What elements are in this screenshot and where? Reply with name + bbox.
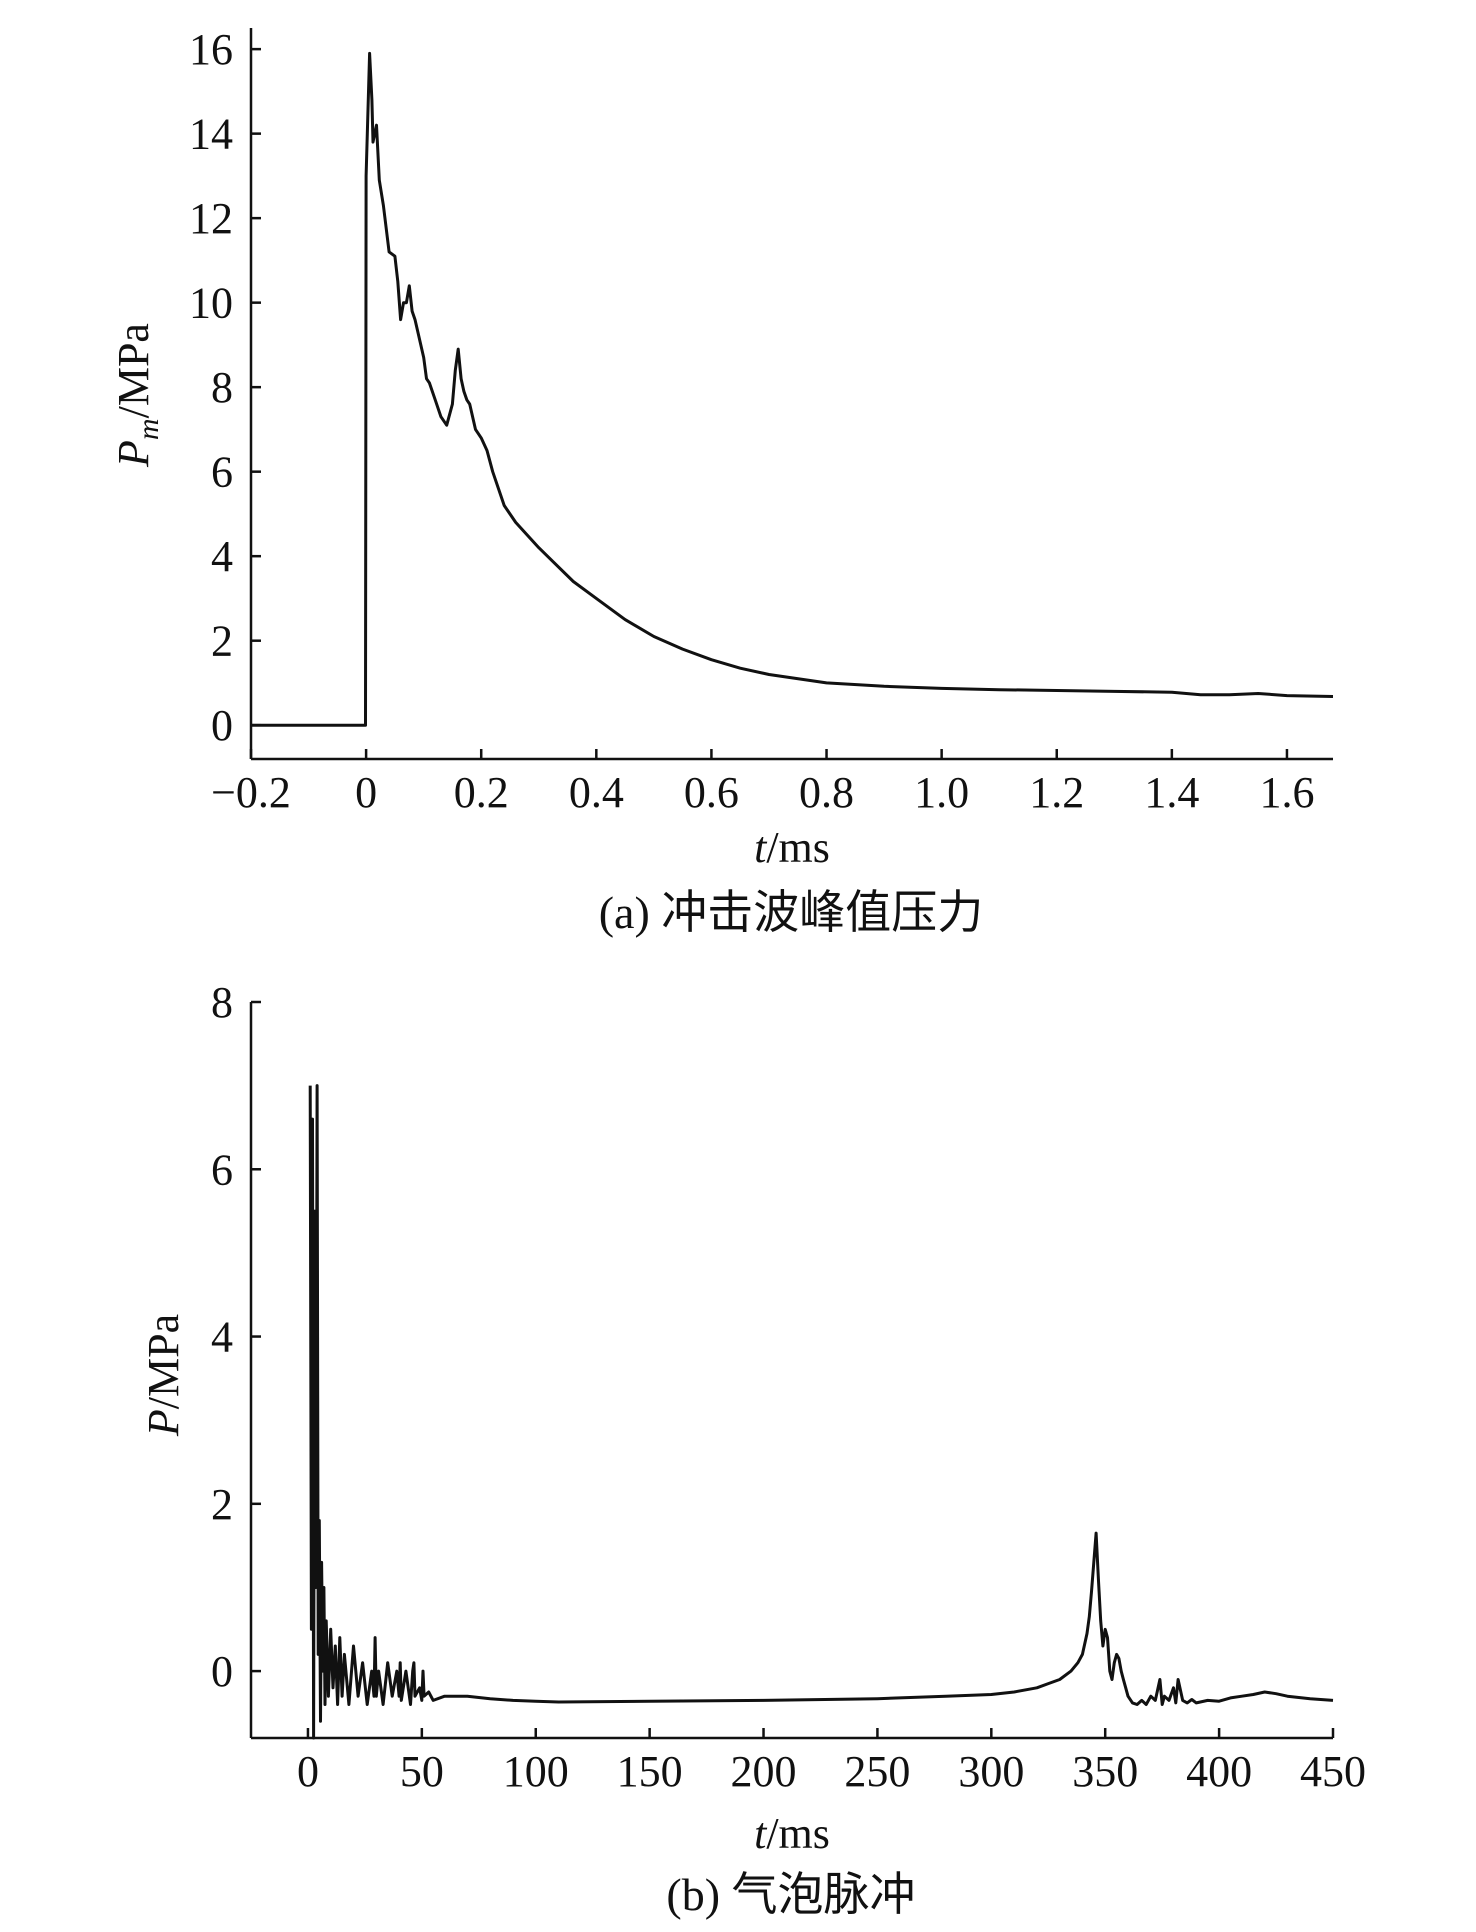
x-tick-label: 0.4: [569, 768, 624, 817]
x-tick-label: 400: [1186, 1747, 1252, 1796]
x-tick-label: 300: [958, 1747, 1024, 1796]
panel-b-ylabel: P/MPa: [139, 1314, 188, 1437]
y-tick-label: 4: [211, 1313, 233, 1362]
panel-a-y-ticks: 0 2 4 6 8 10 12 14 16: [189, 25, 261, 750]
x-tick-label: 100: [503, 1747, 569, 1796]
panel-a-xlabel-symbol: t: [754, 823, 768, 872]
panel-b-ylabel-unit: /MPa: [139, 1314, 188, 1409]
x-tick-label: 1.4: [1144, 768, 1199, 817]
y-tick-label: 0: [211, 1647, 233, 1696]
y-tick-label: 0: [211, 701, 233, 750]
y-tick-label: 8: [211, 363, 233, 412]
panel-a: −0.2 0 0.2 0.4 0.6 0.8 1.0 1.2 1.4 1.6 0 2 4 6 8 10 12 1…: [109, 25, 1334, 938]
panel-a-ylabel-symbol: P: [109, 440, 158, 468]
x-tick-label: 1.0: [914, 768, 969, 817]
y-tick-label: 8: [211, 978, 233, 1027]
panel-b-xlabel-symbol: t: [754, 1809, 768, 1858]
panel-b-ylabel-symbol: P: [139, 1409, 188, 1437]
x-tick-label: 350: [1072, 1747, 1138, 1796]
x-tick-label: −0.2: [211, 768, 291, 817]
panel-b-pressure-trace: [308, 1084, 1334, 1740]
y-tick-label: 10: [189, 279, 233, 328]
y-tick-label: 12: [189, 194, 233, 243]
y-tick-label: 2: [211, 1480, 233, 1529]
panel-b-y-ticks: 0 2 4 6 8: [211, 978, 261, 1696]
x-tick-label: 0.2: [454, 768, 509, 817]
y-tick-label: 16: [189, 25, 233, 74]
panel-a-x-ticks: −0.2 0 0.2 0.4 0.6 0.8 1.0 1.2 1.4 1.6: [211, 749, 1314, 817]
panel-b-xlabel-unit: /ms: [766, 1809, 830, 1858]
x-tick-label: 200: [731, 1747, 797, 1796]
x-tick-label: 1.6: [1259, 768, 1314, 817]
x-tick-label: 450: [1300, 1747, 1366, 1796]
x-tick-label: 0.8: [799, 768, 854, 817]
x-tick-label: 0.6: [684, 768, 739, 817]
x-tick-label: 1.2: [1029, 768, 1084, 817]
y-tick-label: 6: [211, 448, 233, 497]
panel-b-x-ticks: 0 50 100 150 200 250 300 350 400 450: [297, 1728, 1366, 1796]
panel-a-caption: (a) 冲击波峰值压力: [599, 887, 984, 938]
x-tick-label: 50: [400, 1747, 444, 1796]
panel-b-caption: (b) 气泡脉冲: [666, 1869, 915, 1920]
panel-a-xlabel: t/ms: [754, 823, 830, 872]
panel-a-pressure-trace: [251, 51, 1334, 727]
y-tick-label: 2: [211, 617, 233, 666]
panel-a-xlabel-unit: /ms: [766, 823, 830, 872]
x-tick-label: 250: [844, 1747, 910, 1796]
y-tick-label: 4: [211, 532, 233, 581]
x-tick-label: 0: [297, 1747, 319, 1796]
x-tick-label: 150: [617, 1747, 683, 1796]
y-tick-label: 14: [189, 110, 233, 159]
panel-a-ylabel-subscript: m: [132, 418, 165, 440]
y-tick-label: 6: [211, 1145, 233, 1194]
panel-b-xlabel: t/ms: [754, 1809, 830, 1858]
x-tick-label: 0: [355, 768, 377, 817]
panel-a-ylabel-unit: /MPa: [109, 323, 158, 418]
panel-a-ylabel: Pm/MPa: [109, 323, 165, 468]
